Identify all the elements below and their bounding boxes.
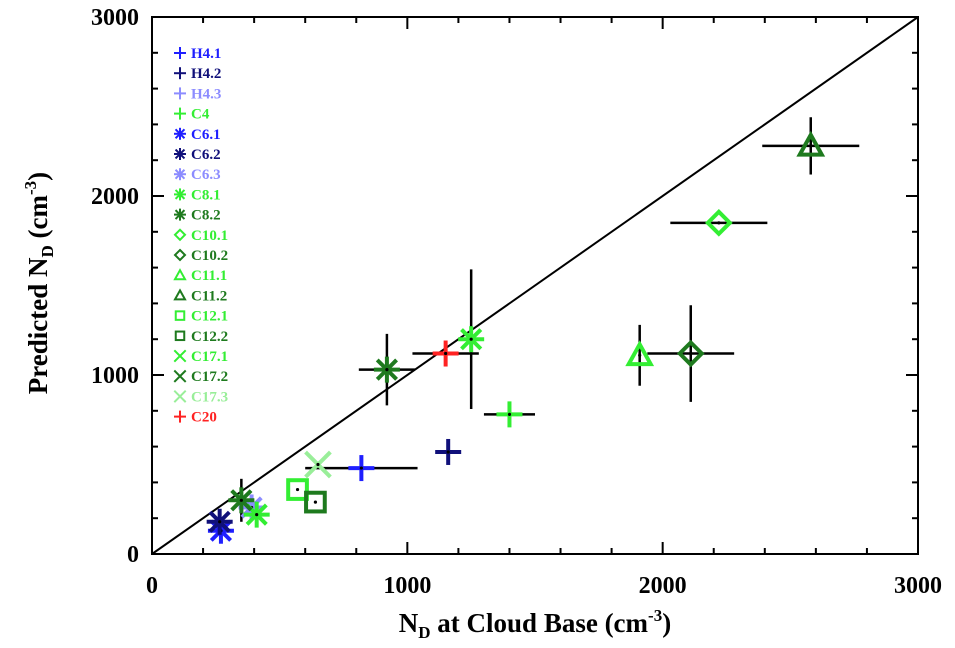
data-point-center — [218, 520, 222, 524]
y-tick-label: 2000 — [91, 184, 139, 210]
legend-marker — [174, 208, 186, 221]
data-point — [796, 130, 826, 157]
legend-label: C10.1 — [191, 228, 228, 244]
legend-marker — [174, 87, 186, 100]
legend-label: C6.1 — [191, 127, 221, 143]
legend-marker — [174, 67, 186, 80]
data-point-center — [469, 337, 473, 341]
legend-label: C12.2 — [191, 329, 228, 345]
data-point — [625, 340, 655, 367]
y-tick-label: 0 — [127, 542, 139, 568]
y-tick-label: 1000 — [91, 363, 139, 389]
legend-marker — [173, 349, 187, 363]
legend-marker — [173, 248, 187, 262]
data-point — [304, 490, 327, 514]
x-tick-label: 2000 — [639, 573, 687, 599]
legend-marker — [174, 330, 186, 342]
data-point-center — [255, 513, 259, 517]
legend-marker — [174, 148, 186, 160]
legend-label: H4.3 — [191, 86, 221, 102]
legend-marker — [174, 107, 186, 120]
legend-marker — [173, 369, 187, 383]
legend-label: C6.3 — [191, 167, 221, 183]
one-to-one-line — [151, 16, 919, 555]
legend-label: H4.1 — [191, 46, 221, 62]
data-point-center — [316, 462, 320, 467]
legend-label: C17.3 — [191, 389, 228, 405]
data-point-center — [446, 450, 450, 454]
legend: H4.1 H4.2 H4.3 C4 C6.1 C6.2 C6.3 C8.1 C8.2 C10.1 C… — [173, 46, 228, 426]
data-markers — [206, 130, 826, 544]
legend-label: C10.2 — [191, 248, 228, 264]
legend-label: C8.1 — [191, 187, 221, 203]
legend-label: C20 — [191, 410, 217, 426]
legend-label: C8.2 — [191, 208, 221, 224]
legend-marker — [174, 188, 186, 201]
legend-label: C4 — [191, 107, 210, 123]
y-axis-title: Predicted ND (cm-3) — [21, 172, 57, 394]
legend-marker — [173, 389, 187, 403]
data-point-center — [638, 353, 642, 357]
error-bars — [240, 117, 860, 522]
x-tick-label: 3000 — [894, 573, 942, 599]
legend-label: C11.1 — [191, 268, 227, 284]
legend-label: H4.2 — [191, 66, 221, 82]
x-tick-label: 1000 — [383, 573, 431, 599]
data-point — [286, 478, 309, 501]
legend-marker — [174, 168, 186, 181]
legend-label: C12.1 — [191, 309, 228, 325]
x-tick-label: 0 — [146, 573, 158, 599]
legend-marker — [174, 410, 186, 423]
data-point-center — [239, 498, 243, 502]
y-tick-label: 3000 — [91, 5, 139, 31]
legend-marker — [174, 310, 186, 321]
legend-marker — [173, 268, 187, 281]
data-point — [705, 209, 733, 237]
legend-marker — [174, 127, 186, 140]
data-point-center — [359, 466, 363, 470]
legend-marker — [174, 47, 186, 59]
plot-area — [151, 16, 919, 555]
data-point-center — [717, 221, 721, 225]
legend-label: C11.2 — [191, 288, 227, 304]
legend-label: C6.2 — [191, 147, 221, 163]
plot-frame — [151, 16, 919, 555]
legend-label: C17.1 — [191, 349, 228, 365]
data-point — [676, 339, 705, 368]
x-axis-title: ND at Cloud Base (cm-3) — [399, 606, 671, 642]
data-point-center — [385, 368, 389, 372]
data-point-center — [689, 351, 693, 356]
data-point-center — [313, 500, 318, 504]
data-point-center — [295, 487, 300, 492]
legend-marker — [173, 228, 187, 242]
data-point-center — [507, 412, 512, 416]
axes: 0 1000 2000 3000 0 1000 2000 3000 — [91, 5, 942, 599]
legend-marker — [173, 288, 187, 301]
data-point-center — [444, 351, 448, 356]
data-point-center — [809, 144, 813, 148]
legend-label: C17.2 — [191, 369, 228, 385]
